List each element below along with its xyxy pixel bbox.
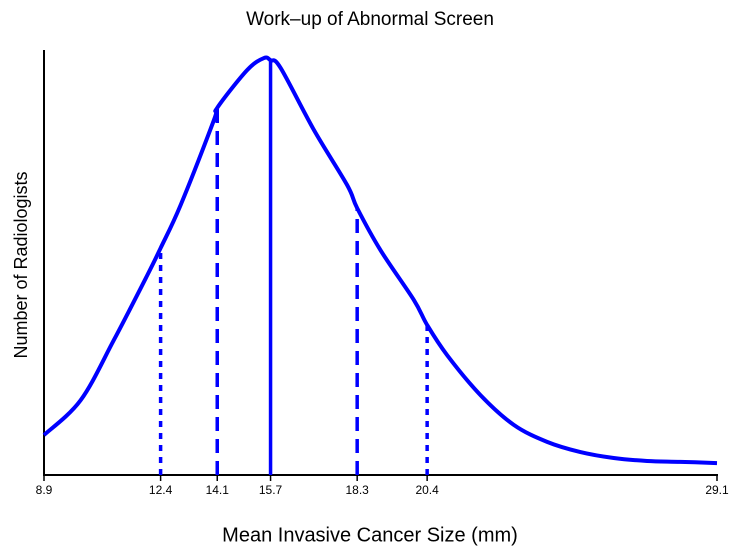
x-tick-label: 20.4	[415, 483, 439, 497]
x-tick-label: 29.1	[705, 483, 729, 497]
x-tick-label: 18.3	[345, 483, 369, 497]
x-tick-label: 15.7	[259, 483, 283, 497]
x-tick-label: 8.9	[36, 483, 53, 497]
chart-title: Work–up of Abnormal Screen	[246, 9, 494, 30]
curve	[42, 55, 718, 466]
x-tick-label: 12.4	[149, 483, 173, 497]
y-axis-label: Number of Radiologists	[11, 171, 31, 358]
x-axis-label: Mean Invasive Cancer Size (mm)	[222, 524, 518, 546]
x-tick-label: 14.1	[206, 483, 230, 497]
